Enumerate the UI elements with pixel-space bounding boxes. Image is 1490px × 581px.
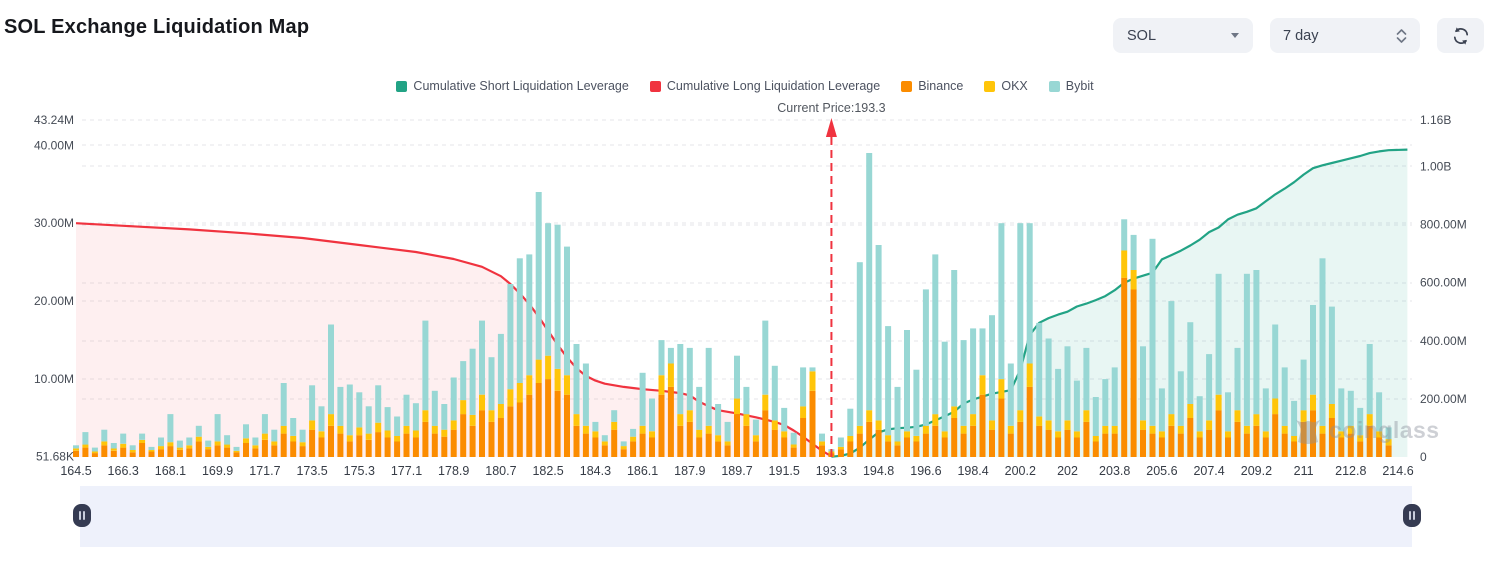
cumulative-long-liquidation-leverage-line [75,222,832,458]
legend-swatch [1048,80,1060,92]
svg-text:800.00M: 800.00M [1420,218,1467,232]
stepper-arrows[interactable] [1396,28,1407,43]
coin-select-value: SOL [1127,27,1157,44]
x-axis-labels: 164.5 166.3 168.1 169.9 171.7 173.5 175.3 177.1… [60,464,1413,478]
svg-text:203.8: 203.8 [1099,464,1130,478]
cumulative-short-liquidation-leverage-area [831,149,1408,457]
chevron-down-icon[interactable] [1396,36,1407,43]
right-axis-labels: 1.16B 1.00B 800.00M 600.00M 400.00M 200.00M 0 [1420,113,1467,464]
current-price-marker: Current Price:193.3 [777,101,886,457]
svg-text:214.6: 214.6 [1382,464,1413,478]
svg-text:168.1: 168.1 [155,464,186,478]
legend-item-okx[interactable]: OKX [984,79,1028,93]
refresh-icon [1453,26,1468,45]
svg-text:211: 211 [1294,464,1314,478]
svg-text:186.1: 186.1 [627,464,658,478]
svg-text:0: 0 [1420,450,1427,464]
svg-text:40.00M: 40.00M [34,138,74,152]
legend-item-cumulative-short[interactable]: Cumulative Short Liquidation Leverage [396,79,629,93]
chart-controls: SOL 7 day [1113,18,1484,53]
chevron-down-icon [1231,33,1239,38]
period-value: 7 day [1283,27,1319,44]
chart-legend: Cumulative Short Liquidation Leverage Cu… [0,79,1490,93]
svg-text:193.3: 193.3 [816,464,847,478]
svg-text:175.3: 175.3 [344,464,375,478]
chevron-up-icon[interactable] [1396,28,1407,35]
svg-text:205.6: 205.6 [1146,464,1177,478]
svg-text:30.00M: 30.00M [34,216,74,230]
svg-text:200.2: 200.2 [1005,464,1036,478]
svg-text:202: 202 [1057,464,1078,478]
liquidation-bars[interactable] [73,153,1392,457]
svg-text:171.7: 171.7 [249,464,280,478]
svg-text:10.00M: 10.00M [34,372,74,386]
svg-text:191.5: 191.5 [769,464,800,478]
svg-text:1.00B: 1.00B [1420,160,1451,174]
legend-label: OKX [1001,79,1028,93]
svg-text:180.7: 180.7 [485,464,516,478]
svg-text:164.5: 164.5 [60,464,91,478]
svg-text:198.4: 198.4 [957,464,988,478]
gridlines [82,119,1412,400]
svg-text:400.00M: 400.00M [1420,334,1467,348]
svg-text:182.5: 182.5 [532,464,563,478]
left-axis-labels: 43.24M 40.00M 30.00M 20.00M 10.00M 51.68K [34,113,74,464]
svg-text:20.00M: 20.00M [34,294,74,308]
svg-text:194.8: 194.8 [863,464,894,478]
legend-swatch [901,80,913,92]
svg-text:184.3: 184.3 [580,464,611,478]
legend-item-cumulative-long[interactable]: Cumulative Long Liquidation Leverage [649,79,881,93]
svg-text:600.00M: 600.00M [1420,276,1467,290]
svg-text:1.16B: 1.16B [1420,113,1451,127]
svg-text:209.2: 209.2 [1241,464,1272,478]
legend-item-bybit[interactable]: Bybit [1048,79,1094,93]
svg-text:169.9: 169.9 [202,464,233,478]
svg-text:200.00M: 200.00M [1420,392,1467,406]
legend-label: Binance [918,79,964,93]
svg-text:43.24M: 43.24M [34,113,74,127]
coin-select[interactable]: SOL [1113,18,1253,53]
legend-label: Cumulative Short Liquidation Leverage [413,79,629,93]
svg-text:196.6: 196.6 [910,464,941,478]
period-stepper[interactable]: 7 day [1270,18,1420,53]
legend-item-binance[interactable]: Binance [901,79,963,93]
svg-text:173.5: 173.5 [296,464,327,478]
legend-swatch [984,80,996,92]
svg-text:178.9: 178.9 [438,464,469,478]
legend-swatch [649,80,661,92]
svg-text:187.9: 187.9 [674,464,705,478]
svg-text:207.4: 207.4 [1193,464,1224,478]
svg-text:189.7: 189.7 [721,464,752,478]
page-title: SOL Exchange Liquidation Map [4,16,310,38]
slider-handle-left[interactable] [73,504,91,527]
svg-text:177.1: 177.1 [391,464,422,478]
svg-text:212.8: 212.8 [1335,464,1366,478]
zoom-slider-track[interactable] [80,486,1412,547]
svg-text:166.3: 166.3 [108,464,139,478]
current-price-label: Current Price:193.3 [777,101,885,115]
legend-label: Cumulative Long Liquidation Leverage [666,79,881,93]
legend-label: Bybit [1065,79,1094,93]
refresh-button[interactable] [1437,18,1484,53]
slider-handle-right[interactable] [1403,504,1421,527]
legend-swatch [396,80,408,92]
svg-text:51.68K: 51.68K [36,450,74,464]
